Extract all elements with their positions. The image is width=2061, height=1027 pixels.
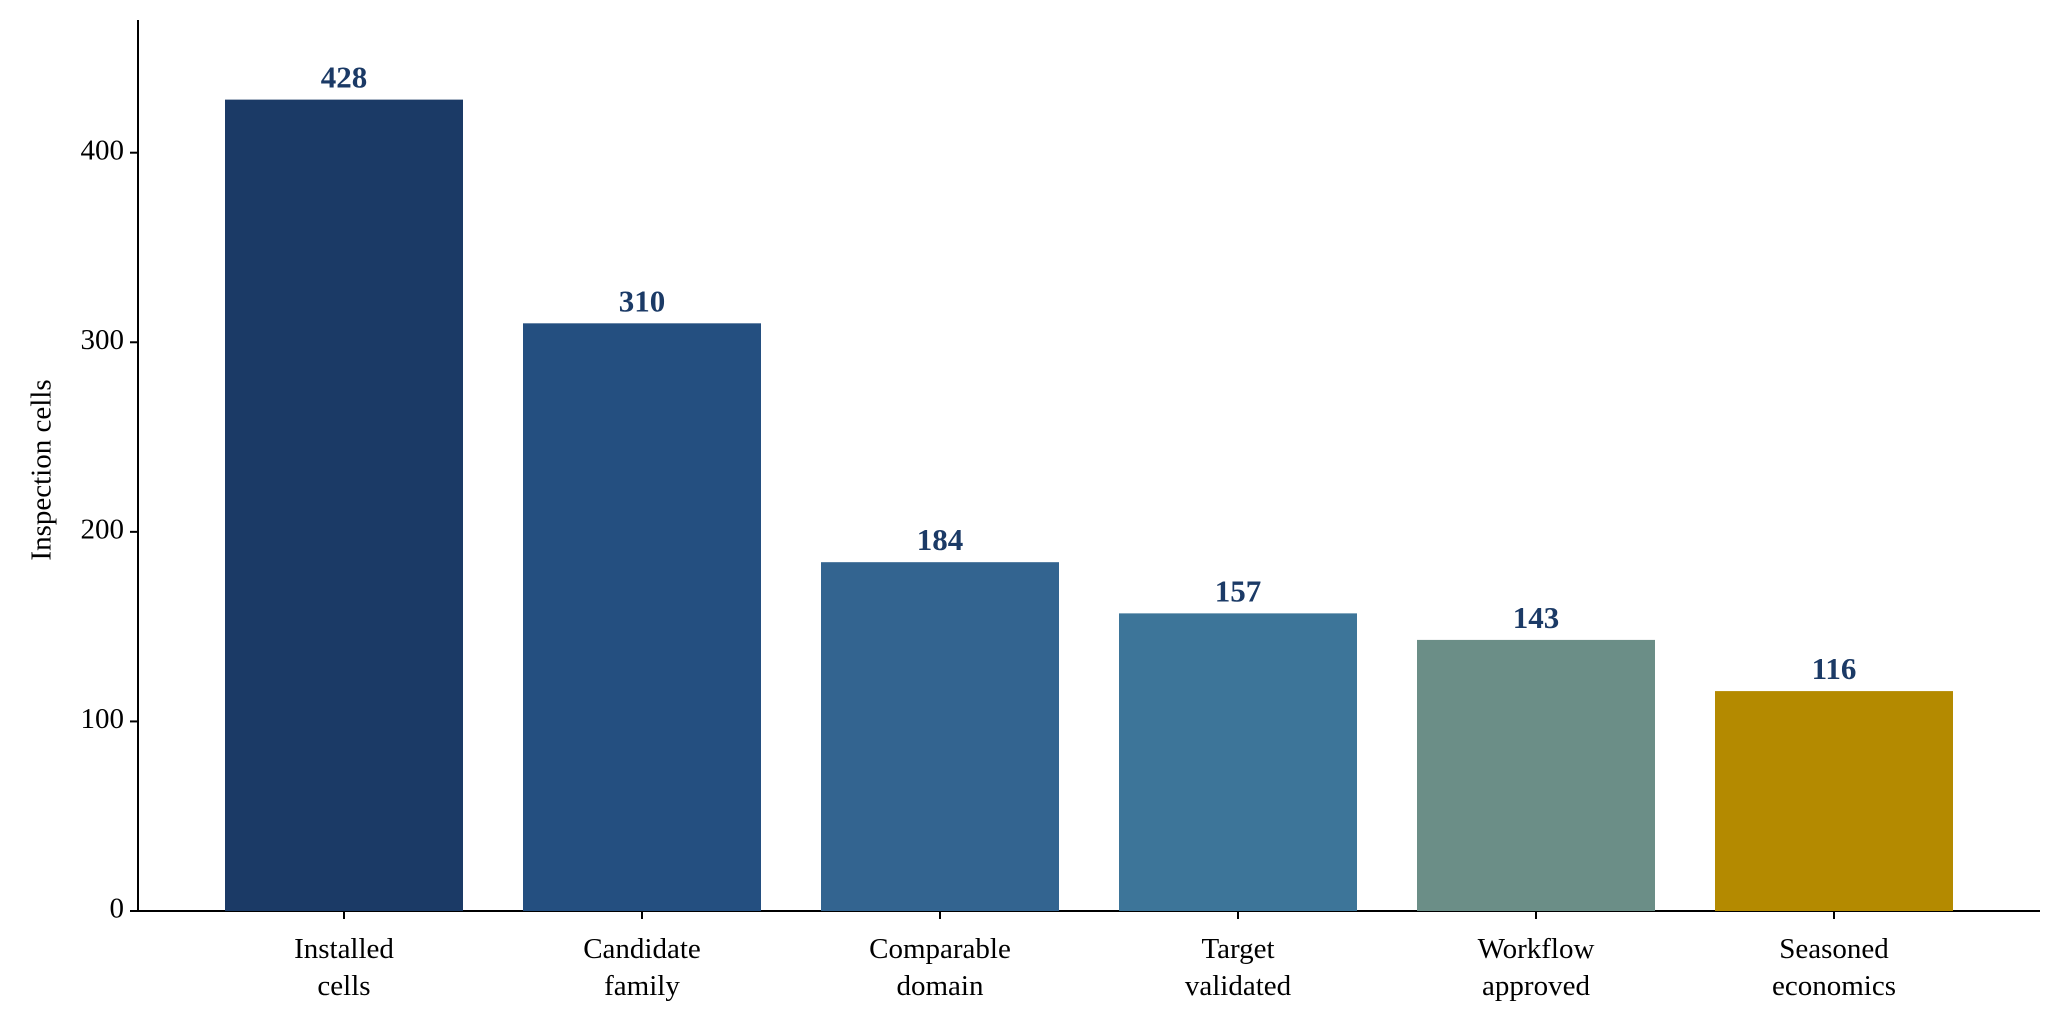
bar-5: [1417, 639, 1655, 911]
y-tick-label-200: 200: [81, 514, 125, 546]
bar-2: [523, 323, 761, 911]
x-tick-label-5-1: Workflow: [1478, 933, 1595, 965]
bar-value-label-4: 157: [1215, 573, 1262, 608]
x-tick-label-2-2: family: [604, 970, 680, 1002]
y-tick-label-0: 0: [110, 893, 125, 925]
y-tick-label-300: 300: [81, 324, 125, 356]
x-tick-label-1-2: cells: [317, 970, 370, 1002]
bar-value-label-3: 184: [917, 522, 964, 557]
x-tick-label-3-2: domain: [897, 970, 984, 1002]
bar-value-label-1: 428: [321, 60, 368, 95]
bar-1: [225, 99, 463, 911]
x-tick-label-3-1: Comparable: [869, 933, 1011, 965]
y-axis-label: Inspection cells: [26, 379, 58, 560]
x-tick-label-2-1: Candidate: [583, 933, 701, 965]
x-tick-label-5-2: approved: [1482, 970, 1590, 1002]
x-tick-label-4-1: Target: [1201, 933, 1274, 965]
y-tick-label-400: 400: [81, 134, 125, 166]
x-tick-label-1-1: Installed: [294, 933, 394, 965]
bar-value-label-6: 116: [1812, 651, 1857, 686]
bar-6: [1715, 691, 1953, 911]
bar-3: [821, 562, 1059, 911]
x-tick-label-6-2: economics: [1772, 970, 1896, 1002]
bar-value-label-2: 310: [619, 283, 666, 318]
y-tick-label-100: 100: [81, 703, 125, 735]
x-tick-label-4-2: validated: [1185, 970, 1292, 1002]
bar-4: [1119, 613, 1357, 911]
x-tick-label-6-1: Seasoned: [1779, 933, 1889, 965]
bar-value-label-5: 143: [1513, 600, 1560, 635]
plot-area: 0 100 200 300 400 428 Installed cells 310 Candida…: [81, 20, 2040, 1002]
